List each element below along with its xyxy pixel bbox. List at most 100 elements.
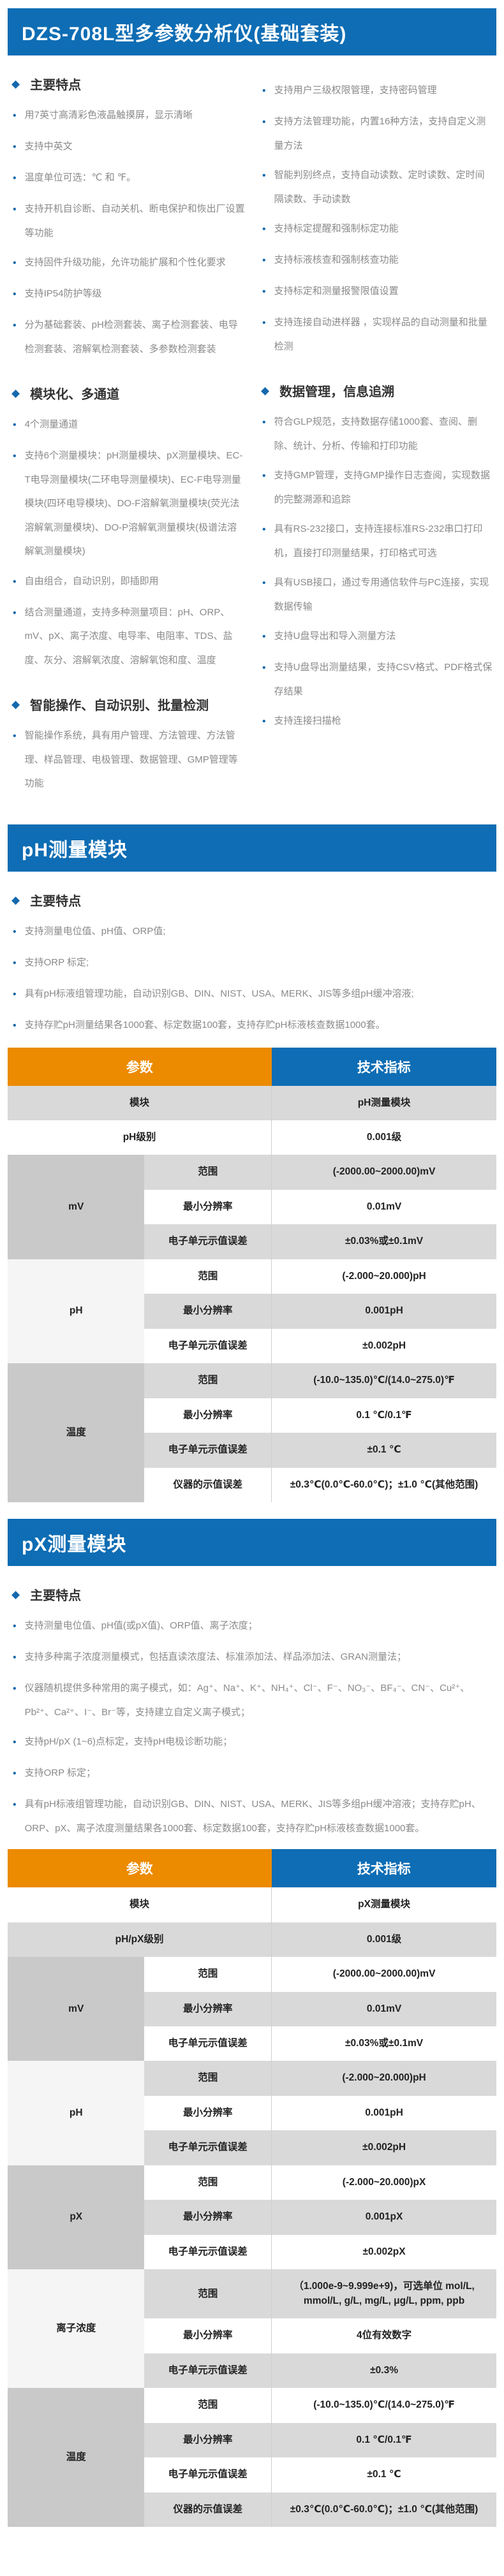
table-label-cell: 范围: [144, 1155, 272, 1190]
bullet-dot-icon: •: [262, 716, 266, 727]
table-value-cell: ±0.1 ℃: [271, 1433, 496, 1468]
table-value-cell: (-2.000~20.000)pH: [271, 2061, 496, 2096]
table-row: 仪器的示值误差 ±0.3℃(0.0℃-60.0℃)；±1.0 ℃(其他范围): [8, 1467, 496, 1503]
bullet-dot-icon: •: [262, 117, 266, 128]
bullet-text: 支持IP54防护等级: [24, 288, 102, 299]
bullet-text: 支持测量电位值、pH值(或pX值)、ORP值、离子浓度；: [24, 1620, 258, 1632]
feature-bullet: • 支持6个测量模块：pH测量模块、pX测量模块、EC-T电导测量模块(二环电导测…: [13, 444, 246, 564]
table-value-cell: ±0.002pH: [271, 1328, 496, 1364]
bullet-dot-icon: •: [13, 258, 17, 268]
feature-bullet: • 支持连接自动进样器 ，实现样品的自动测量和批量检测: [262, 311, 494, 358]
table-header-spec: 技术指标: [271, 1849, 496, 1888]
feature-bullet: • 具有RS-232接口，支持连接标准RS-232串口打印机，直接打印测量结果，打…: [262, 517, 494, 565]
section-title: 主要特点: [30, 1589, 82, 1604]
table-row: 最小分辨率 0.1 ℃/0.1℉: [8, 1398, 496, 1433]
bullet-text: 支持多种离子浓度测量模式，包括直读浓度法、标准添加法、样品添加法、GRAN测量法…: [24, 1651, 406, 1663]
table-row: 电子单元示值误差 ±0.03%或±0.1mV: [8, 1224, 496, 1259]
table-value-cell: pX测量模块: [271, 1887, 496, 1922]
px-module-title-bar: pX测量模块: [8, 1519, 496, 1567]
bullet-dot-icon: •: [13, 1768, 17, 1780]
table-row: 最小分辨率 4位有效数字: [8, 2318, 496, 2353]
bullet-dot-icon: •: [13, 988, 17, 1000]
feature-bullet: • 具有USB接口，通过专用通信软件与PC连接，实现数据传输: [262, 571, 494, 618]
bullet-text: 仪器随机提供多种常用的离子模式，如：Ag⁺、Na⁺、K⁺、NH₄⁺、Cl⁻、F⁻…: [24, 1683, 470, 1718]
table-label-cell: 范围: [144, 2061, 272, 2096]
table-row: 温度 范围 (-10.0~135.0)℃/(14.0~275.0)℉: [8, 1363, 496, 1503]
px-features-heading: ◆ 主要特点: [11, 1585, 494, 1604]
table-label-cell: 模块: [130, 1899, 150, 1910]
table-value-cell: pH测量模块: [271, 1085, 496, 1120]
spec-table: 参数 技术指标模块 pX测量模块 pH/pX级别 0.001级 mV 范围 (-2000.00…: [8, 1849, 496, 2528]
bullet-text: 支持GMP管理，支持GMP操作日志查阅，实现数据的完整溯源和追踪: [274, 470, 490, 505]
bullet-text: 支持标定和测量报警限值设置: [274, 286, 399, 296]
table-label-cell: 仪器的示值误差: [173, 1479, 243, 1490]
section-title: 模块化、多通道: [30, 388, 120, 402]
feature-bullet: • 支持IP54防护等级: [13, 282, 246, 307]
table-label-cell: 电子单元示值误差: [144, 2130, 272, 2165]
bullet-text: 具有RS-232接口，支持连接标准RS-232串口打印机，直接打印测量结果，打印…: [274, 523, 483, 559]
bullet-dot-icon: •: [13, 110, 17, 121]
bullet-text: 4个测量通道: [24, 419, 78, 430]
bullet-dot-icon: •: [13, 1621, 17, 1632]
feature-bullet: • 智能判别终点，支持自动读数、定时读数、定时间隔读数、手动读数: [262, 163, 494, 211]
px-module-section: ◆ 主要特点 • 支持测量电位值、pH值(或pX值)、ORP值、离子浓度； • 支持多…: [0, 1585, 504, 1840]
main-features-right-bullets: • 支持用户三级权限管理，支持密码管理 • 支持方法管理功能，内置16种方法，支持自定…: [262, 78, 494, 358]
table-row: 最小分辨率 0.001pH: [8, 2095, 496, 2131]
table-row: 电子单元示值误差 ±0.002pH: [8, 1328, 496, 1364]
table-row: pH/pX级别 0.001级: [8, 1922, 496, 1958]
bullet-dot-icon: •: [262, 286, 266, 297]
table-value-cell: (-10.0~135.0)℃/(14.0~275.0)℉: [271, 1363, 496, 1398]
table-row: 电子单元示值误差 ±0.03%或±0.1mV: [8, 2026, 496, 2061]
bullet-text: 支持ORP 标定；: [24, 1767, 96, 1779]
table-label-cell: 最小分辨率: [183, 2330, 233, 2341]
bullet-text: 具有USB接口，通过专用通信软件与PC连接，实现数据传输: [274, 577, 489, 612]
table-value-cell: (-10.0~135.0)℃/(14.0~275.0)℉: [271, 2388, 496, 2423]
bullet-text: 支持中英文: [24, 141, 73, 152]
table-label-cell: 最小分辨率: [183, 1409, 233, 1421]
table-group-cell: pH: [8, 2061, 145, 2165]
bullet-text: 用7英寸高清彩色液晶触摸屏，显示清晰: [24, 110, 193, 121]
table-group-cell: 温度: [8, 2388, 145, 2528]
table-label-cell: 电子单元示值误差: [168, 2038, 248, 2049]
bullet-text: 支持U盘导出和导入测量方法: [274, 631, 396, 641]
table-row: 电子单元示值误差 ±0.002pX: [8, 2234, 496, 2270]
table-label-cell: 电子单元示值误差: [144, 1224, 272, 1259]
bullet-dot-icon: •: [13, 1799, 17, 1811]
feature-bullet: • 自由组合，自动识别，即插即用: [13, 569, 246, 595]
table-value-cell: （1.000e-9~9.999e+9)，可选单位 mol/L, mmol/L, …: [271, 2269, 496, 2319]
table-value-cell: ±0.002pX: [271, 2234, 496, 2270]
bullet-dot-icon: •: [13, 420, 17, 430]
table-label-cell: 最小分辨率: [144, 2422, 272, 2458]
table-label-cell: 最小分辨率: [183, 2107, 233, 2118]
table-row: mV 范围 (-2000.00~2000.00)mV: [8, 1957, 496, 2061]
table-row: 电子单元示值误差 ±0.1 ℃: [8, 1433, 496, 1468]
diamond-icon: ◆: [261, 384, 270, 397]
bullet-dot-icon: •: [13, 142, 17, 152]
table-value-cell: ±0.3%: [271, 2353, 496, 2389]
feature-bullet: • 温度单位可选：℃ 和 ℉。: [13, 166, 246, 191]
ph-module-title: pH测量模块: [22, 839, 128, 861]
feature-bullet: • 支持pH/pX (1~6)点标定，支持pH电极诊断功能；: [13, 1730, 494, 1755]
table-label-cell: 仪器的示值误差: [144, 2492, 272, 2528]
table-header-param: 参数: [8, 1047, 272, 1086]
ph-features-heading: ◆ 主要特点: [11, 891, 494, 909]
overview-section: ◆ 主要特点 • 用7英寸高清彩色液晶触摸屏，显示清晰 • 支持中英文 • 温度单位可选：…: [0, 55, 504, 801]
bullet-text: 支持用户三级权限管理，支持密码管理: [274, 85, 437, 96]
table-value-cell: 0.001pX: [271, 2200, 496, 2235]
table-header-param: 参数: [8, 1849, 272, 1888]
bullet-dot-icon: •: [262, 224, 266, 235]
bullet-dot-icon: •: [262, 417, 266, 428]
table-label-cell: 电子单元示值误差: [144, 1433, 272, 1468]
overview-right-column: • 支持用户三级权限管理，支持密码管理 • 支持方法管理功能，内置16种方法，支持自定…: [252, 55, 494, 801]
table-label-cell: 范围: [144, 1363, 272, 1398]
table-label-cell: 电子单元示值误差: [168, 2469, 248, 2480]
bullet-text: 自由组合，自动识别，即插即用: [24, 575, 159, 587]
bullet-text: 智能判别终点，支持自动读数、定时读数、定时间隔读数、手动读数: [274, 170, 485, 205]
feature-bullet: • 支持ORP 标定；: [13, 1761, 494, 1787]
bullet-dot-icon: •: [13, 451, 17, 462]
smart-ops-bullets: • 智能操作系统，具有用户管理、方法管理、方法管理、样品管理、电极管理、数据管理、…: [13, 724, 246, 796]
bullet-dot-icon: •: [262, 524, 266, 535]
feature-bullet: • 智能操作系统，具有用户管理、方法管理、方法管理、样品管理、电极管理、数据管理、…: [13, 724, 246, 796]
bullet-dot-icon: •: [262, 170, 266, 181]
modular-bullets: • 4个测量通道 • 支持6个测量模块：pH测量模块、pX测量模块、EC-T电导测量模…: [13, 413, 246, 672]
